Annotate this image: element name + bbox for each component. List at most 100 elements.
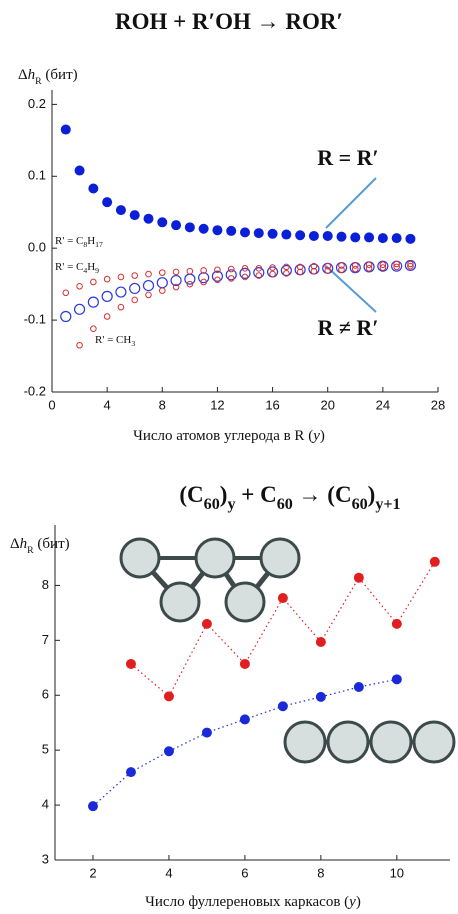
- data-point: [226, 270, 236, 280]
- data-point: [91, 326, 97, 332]
- data-point: [337, 232, 347, 242]
- data-point: [430, 557, 440, 567]
- data-point: [102, 291, 112, 301]
- data-point: [144, 214, 154, 224]
- data-point: [132, 297, 138, 303]
- data-point: [75, 304, 85, 314]
- data-point: [164, 691, 174, 701]
- data-point: [104, 314, 110, 320]
- chart-title-part: ): [220, 482, 228, 507]
- data-point: [88, 184, 98, 194]
- chart-title-part: ): [368, 482, 376, 507]
- chart-title-part: 60: [204, 496, 220, 513]
- series-label: R' = CH3: [95, 334, 135, 349]
- x-axis-label-part: Число фуллереновых каркасов (: [145, 894, 349, 910]
- x-tick-label: 4: [104, 397, 111, 412]
- x-tick-label: 28: [431, 397, 445, 412]
- data-point: [199, 273, 209, 283]
- x-tick-label: 8: [317, 865, 324, 880]
- x-tick-label: 6: [241, 865, 248, 880]
- fullerene-chain-zigzag: [121, 539, 299, 621]
- data-point: [118, 274, 124, 280]
- data-point: [405, 234, 415, 244]
- data-point: [364, 262, 374, 272]
- data-point: [212, 225, 222, 235]
- x-tick-label: 0: [48, 397, 55, 412]
- data-point: [281, 230, 291, 240]
- data-point: [240, 268, 250, 278]
- series-label-part: R' = CH: [95, 334, 131, 346]
- y-tick-label: 8: [42, 577, 49, 592]
- fullerene: [261, 539, 299, 577]
- data-point: [88, 297, 98, 307]
- x-tick-label: 8: [159, 397, 166, 412]
- data-point: [187, 268, 193, 274]
- data-point: [309, 231, 319, 241]
- x-axis-label: Число фуллереновых каркасов (y): [145, 894, 361, 910]
- data-point: [228, 266, 234, 272]
- data-point: [88, 801, 98, 811]
- data-point: [185, 274, 195, 284]
- x-tick-label: 4: [165, 865, 172, 880]
- series-label-part: R' = C: [55, 235, 83, 247]
- x-axis-label-part: y: [311, 428, 320, 444]
- data-point: [278, 701, 288, 711]
- y-tick-label: -0.2: [24, 383, 46, 398]
- chart-title-part: y+1: [375, 496, 400, 513]
- data-point: [157, 278, 167, 288]
- data-point: [378, 261, 388, 271]
- data-point: [240, 714, 250, 724]
- fullerene: [371, 722, 411, 762]
- data-point: [366, 266, 372, 272]
- data-point: [185, 222, 195, 232]
- x-tick-label: 24: [376, 397, 390, 412]
- data-point: [75, 166, 85, 176]
- data-point: [268, 267, 278, 277]
- fullerene-chain-linear: [285, 722, 454, 762]
- series-label-part: 9: [95, 266, 99, 275]
- data-point: [130, 210, 140, 220]
- data-point: [392, 674, 402, 684]
- annotation: R = R′: [317, 145, 379, 170]
- data-point: [278, 593, 288, 603]
- data-point: [354, 573, 364, 583]
- data-point: [392, 233, 402, 243]
- y-tick-label: 3: [42, 851, 49, 866]
- data-point: [146, 292, 152, 298]
- data-point: [202, 728, 212, 738]
- data-point: [159, 270, 165, 276]
- data-point: [77, 284, 83, 290]
- y-axis-label-part: (бит): [34, 536, 70, 552]
- data-point: [146, 271, 152, 277]
- x-axis-label-part: Число атомов углерода в R (: [133, 428, 313, 444]
- data-point: [240, 227, 250, 237]
- y-axis-label-part: Δ: [18, 67, 28, 83]
- y-tick-label: 0.2: [28, 96, 46, 111]
- fullerene: [226, 583, 264, 621]
- fullerene: [196, 539, 234, 577]
- y-tick-label: 5: [42, 742, 49, 757]
- data-point: [116, 287, 126, 297]
- data-point: [323, 231, 333, 241]
- x-tick-label: 12: [210, 397, 224, 412]
- data-point: [164, 746, 174, 756]
- series-label-part: 17: [95, 240, 103, 249]
- chart-title-part: ROH + R′OH → ROR′: [115, 9, 343, 34]
- series-label: R' = C4H9: [55, 261, 99, 276]
- data-point: [392, 619, 402, 629]
- data-point: [254, 228, 264, 238]
- data-point: [63, 290, 69, 296]
- y-tick-label: -0.1: [24, 312, 46, 327]
- series-label-part: H: [87, 261, 95, 273]
- pointer-line: [326, 266, 376, 312]
- data-point: [132, 273, 138, 279]
- data-point: [202, 619, 212, 629]
- data-point: [130, 283, 140, 293]
- y-tick-label: 4: [42, 797, 49, 812]
- data-point: [354, 682, 364, 692]
- chart-title: (C60)y + C60 → (C60)y+1: [179, 482, 400, 513]
- x-tick-label: 16: [265, 397, 279, 412]
- data-point: [173, 269, 179, 275]
- data-point: [126, 659, 136, 669]
- fullerene: [161, 583, 199, 621]
